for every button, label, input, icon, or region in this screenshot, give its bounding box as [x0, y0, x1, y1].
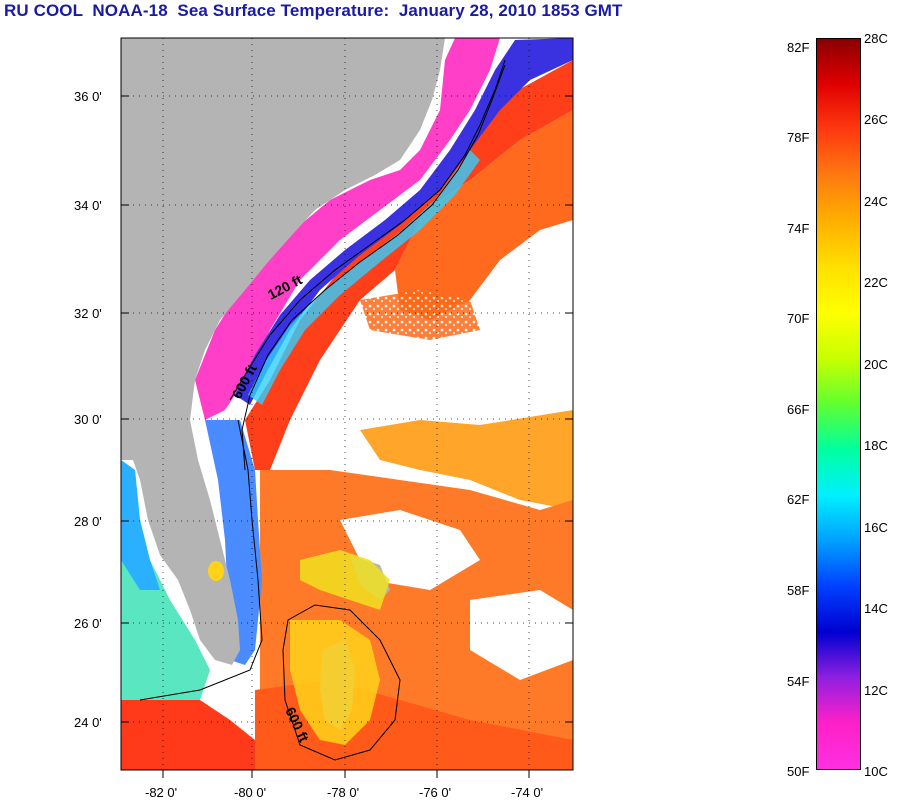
white-cloud-break-2	[470, 590, 573, 680]
lat-label: 26 0'	[74, 616, 102, 631]
isobath-600ft	[241, 64, 506, 471]
lat-label: 36 0'	[74, 89, 102, 104]
gulf-warm-south	[121, 700, 255, 770]
florida-coastal-water	[205, 420, 262, 665]
bahamas-contour	[282, 604, 401, 761]
cold-blue-edge	[235, 38, 573, 405]
florida-shelf-contour	[139, 419, 263, 701]
colorbar-label-c: 20C	[864, 357, 888, 372]
temperature-colorbar	[816, 38, 861, 770]
colorbar-label-c: 16C	[864, 520, 888, 535]
axis-ticks	[121, 95, 573, 778]
gulf-of-mexico-water	[121, 460, 210, 700]
lat-label: 24 0'	[74, 715, 102, 730]
gulf-cyan-band	[121, 460, 160, 590]
colorbar-label-f: 58F	[787, 583, 810, 598]
lake-okeechobee	[208, 561, 224, 581]
lat-label: 30 0'	[74, 412, 102, 427]
lon-label: -78 0'	[327, 785, 359, 800]
colorbar-label-c: 14C	[864, 601, 888, 616]
colorbar-label-f: 74F	[787, 221, 810, 236]
lat-label: 34 0'	[74, 198, 102, 213]
colorbar-label-c: 26C	[864, 112, 888, 127]
colorbar-label-f: 50F	[787, 764, 810, 779]
lat-label: 32 0'	[74, 306, 102, 321]
colorbar-label-f: 62F	[787, 492, 810, 507]
page-title: RU COOL NOAA-18 Sea Surface Temperature:…	[4, 1, 623, 20]
colorbar-label-f: 54F	[787, 674, 810, 689]
colorbar-label-c: 24C	[864, 194, 888, 209]
isobath-120ft	[229, 59, 506, 401]
lon-label: -76 0'	[419, 785, 451, 800]
lat-label: 28 0'	[74, 514, 102, 529]
bahamas-bank-north	[300, 550, 390, 610]
offshore-warm-patch	[360, 410, 573, 510]
colorbar-label-f: 78F	[787, 130, 810, 145]
colorbar-label-c: 10C	[864, 764, 888, 779]
land-us-coast	[121, 38, 445, 665]
lon-label: -82 0'	[145, 785, 177, 800]
lon-label: -74 0'	[511, 785, 543, 800]
gulf-stream-offshore	[395, 110, 573, 320]
gulf-stream-band	[245, 60, 573, 470]
map-frame	[120, 37, 574, 771]
colorbar-label-c: 18C	[864, 438, 888, 453]
lon-label: -80 0'	[234, 785, 266, 800]
colorbar-label-f: 70F	[787, 311, 810, 326]
colorbar-label-f: 66F	[787, 402, 810, 417]
bahamas-bank-great	[290, 620, 380, 745]
colorbar-label-c: 22C	[864, 275, 888, 290]
colorbar-label-f: 82F	[787, 40, 810, 55]
map-gridlines	[121, 38, 573, 770]
cold-shelf-water	[195, 38, 500, 420]
colorbar-label-c: 28C	[864, 31, 888, 46]
speckled-cloud-edge	[360, 290, 480, 340]
colorbar-label-c: 12C	[864, 683, 888, 698]
